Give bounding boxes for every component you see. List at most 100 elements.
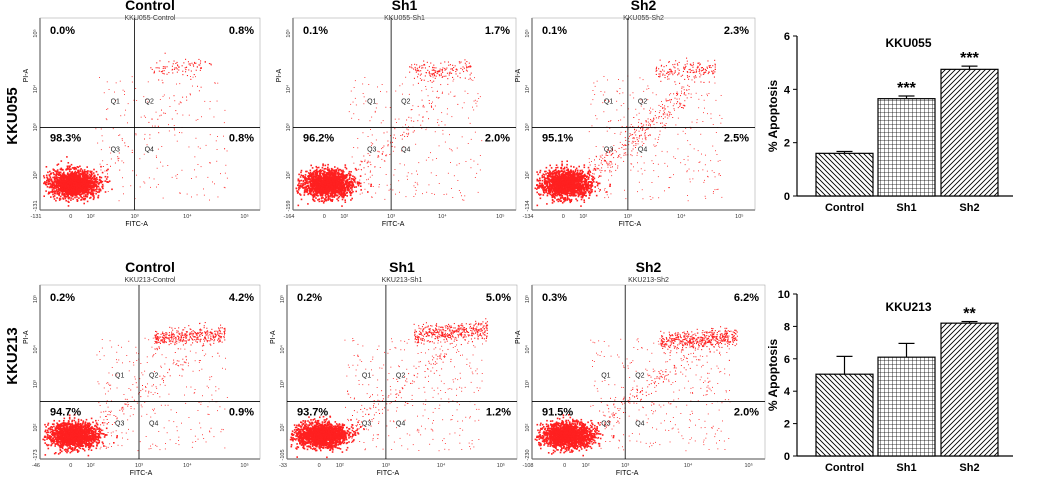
flow-panel-subtitle: KKU055-Sh2 [623,15,664,22]
x-tick-label: 0 [562,214,565,220]
x-axis-label: FITC-A [377,470,400,477]
y-tick-label: 10² [280,424,286,432]
quadrant-label: Q1 [604,98,613,105]
flow-panel-title: Control [125,0,175,13]
lower-right-percent: 2.0% [485,132,510,144]
row-label-kku055: KKU055 [4,87,21,145]
flow-panel-subtitle: KKU055-Sh1 [384,15,425,22]
y-tick-label: 10⁴ [285,84,292,93]
quadrant-label: Q4 [401,146,410,153]
y-tick-label: 10³ [33,123,39,131]
apoptosis-bar-chart: KKU213 % Apoptosis 0 2 4 6 8 10 Control Sh1 Sh2 ** [766,289,1013,474]
upper-left-percent: 0.2% [297,292,322,304]
x-axis-label: FITC-A [125,221,148,228]
quadrant-label: Q4 [145,146,154,153]
quadrant-label: Q3 [604,146,613,153]
y-tick-label: 4 [784,84,791,96]
quadrant-label: Q2 [396,373,405,380]
flow-panel: Sh1 KKU213-Sh1 Q1 Q2 Q3 Q4 0.2% 5.0% 93.7% 1.2% FI… [270,259,518,477]
y-tick-label: 0 [784,191,790,203]
x-tick-label: 0 [563,463,566,469]
y-axis-label: PI-A [515,330,522,344]
quadrant-label: Q2 [149,373,158,380]
quadrant-label: Q3 [601,421,610,428]
quadrant-label: Q3 [367,146,376,153]
quadrant-label: Q1 [367,98,376,105]
x-tick-label: Control [825,202,864,214]
upper-left-percent: 0.1% [542,25,567,37]
quadrant-label: Q3 [111,146,120,153]
x-tick-label: 10³ [387,214,395,220]
y-axis-label: PI-A [276,68,283,82]
scatter-dots [295,59,483,207]
flow-panel: Sh2 KKU055-Sh2 Q1 Q2 Q3 Q4 0.1% 2.3% 95.1% 2.5% FI… [515,0,756,228]
lower-left-percent: 95.1% [542,132,573,144]
quadrant-label: Q2 [638,98,647,105]
y-tick-label: 6 [784,31,790,43]
x-tick-label: 10² [582,463,590,469]
quadrant-label: Q4 [149,421,158,428]
y-tick-label: 10⁵ [524,29,531,37]
lower-left-percent: 91.5% [542,407,573,419]
y-tick-label: 10² [525,424,531,432]
y-tick-label: 10³ [286,123,292,131]
y-tick-label: -173 [33,449,39,460]
x-tick-label: 10³ [382,463,390,469]
y-tick-label: 6 [784,354,790,366]
x-tick-label: 10⁴ [684,462,693,469]
plot-frame [531,284,766,460]
x-tick-label: 10⁵ [744,462,752,469]
x-tick-label: 10⁵ [240,213,248,220]
plot-frame [286,284,518,460]
y-tick-label: 10³ [525,380,531,388]
y-tick-label: 10² [33,424,39,432]
quadrant-label: Q1 [111,98,120,105]
y-tick-label: 10⁵ [524,295,531,303]
bar-sh2 [940,322,999,457]
quadrant-label: Q1 [601,373,610,380]
y-tick-label: 10⁵ [279,295,286,303]
y-axis-label: PI-A [515,68,522,82]
bar-control [815,373,874,457]
x-tick-label: Control [825,462,864,474]
y-tick-label: 10⁴ [524,84,531,93]
x-tick-label: 10⁴ [677,213,686,220]
quadrant-label: Q3 [115,421,124,428]
y-tick-label: 10⁵ [32,295,39,303]
plot-frame [531,17,756,211]
lower-left-percent: 93.7% [297,407,328,419]
bar-control [815,152,874,197]
x-tick-label: 10² [87,463,95,469]
x-tick-label: 10⁴ [437,462,446,469]
bar-sh1 [877,98,936,197]
y-tick-label: 10⁴ [32,84,39,93]
y-tick-label: 10³ [525,123,531,131]
x-axis-label: FITC-A [619,221,642,228]
flow-panel-title: Sh1 [389,259,415,275]
y-axis-label: % Apoptosis [766,80,780,153]
y-axis-label: PI-A [23,330,30,344]
quadrant-label: Q2 [635,373,644,380]
quadrant-label: Q2 [401,98,410,105]
y-tick-label: 10⁵ [32,29,39,37]
flow-panel-subtitle: KKU213-Control [125,277,176,284]
bar-chart-title: KKU213 [885,300,931,314]
flow-panel-subtitle: KKU055-Control [125,15,176,22]
scatter-dots [289,318,489,459]
quadrant-label: Q3 [362,421,371,428]
x-tick-label: 10⁴ [438,213,447,220]
flow-panel-title: Sh1 [392,0,418,13]
quadrant-label: Q4 [635,421,644,428]
y-tick-label: 10³ [33,380,39,388]
y-tick-label: 10³ [280,380,286,388]
x-tick-label: Sh2 [959,462,979,474]
lower-right-percent: 2.0% [734,407,759,419]
bar-sh2 [940,68,999,197]
flow-panel: Sh2 KKU213-Sh2 Q1 Q2 Q3 Q4 0.3% 6.2% 91.5% 2.0% FI… [515,259,766,477]
x-tick-label: -134 [522,214,533,220]
upper-right-percent: 4.2% [229,292,254,304]
bar-sh1 [877,356,936,457]
plot-frame [39,17,261,211]
y-tick-label: 10³ [33,171,39,179]
